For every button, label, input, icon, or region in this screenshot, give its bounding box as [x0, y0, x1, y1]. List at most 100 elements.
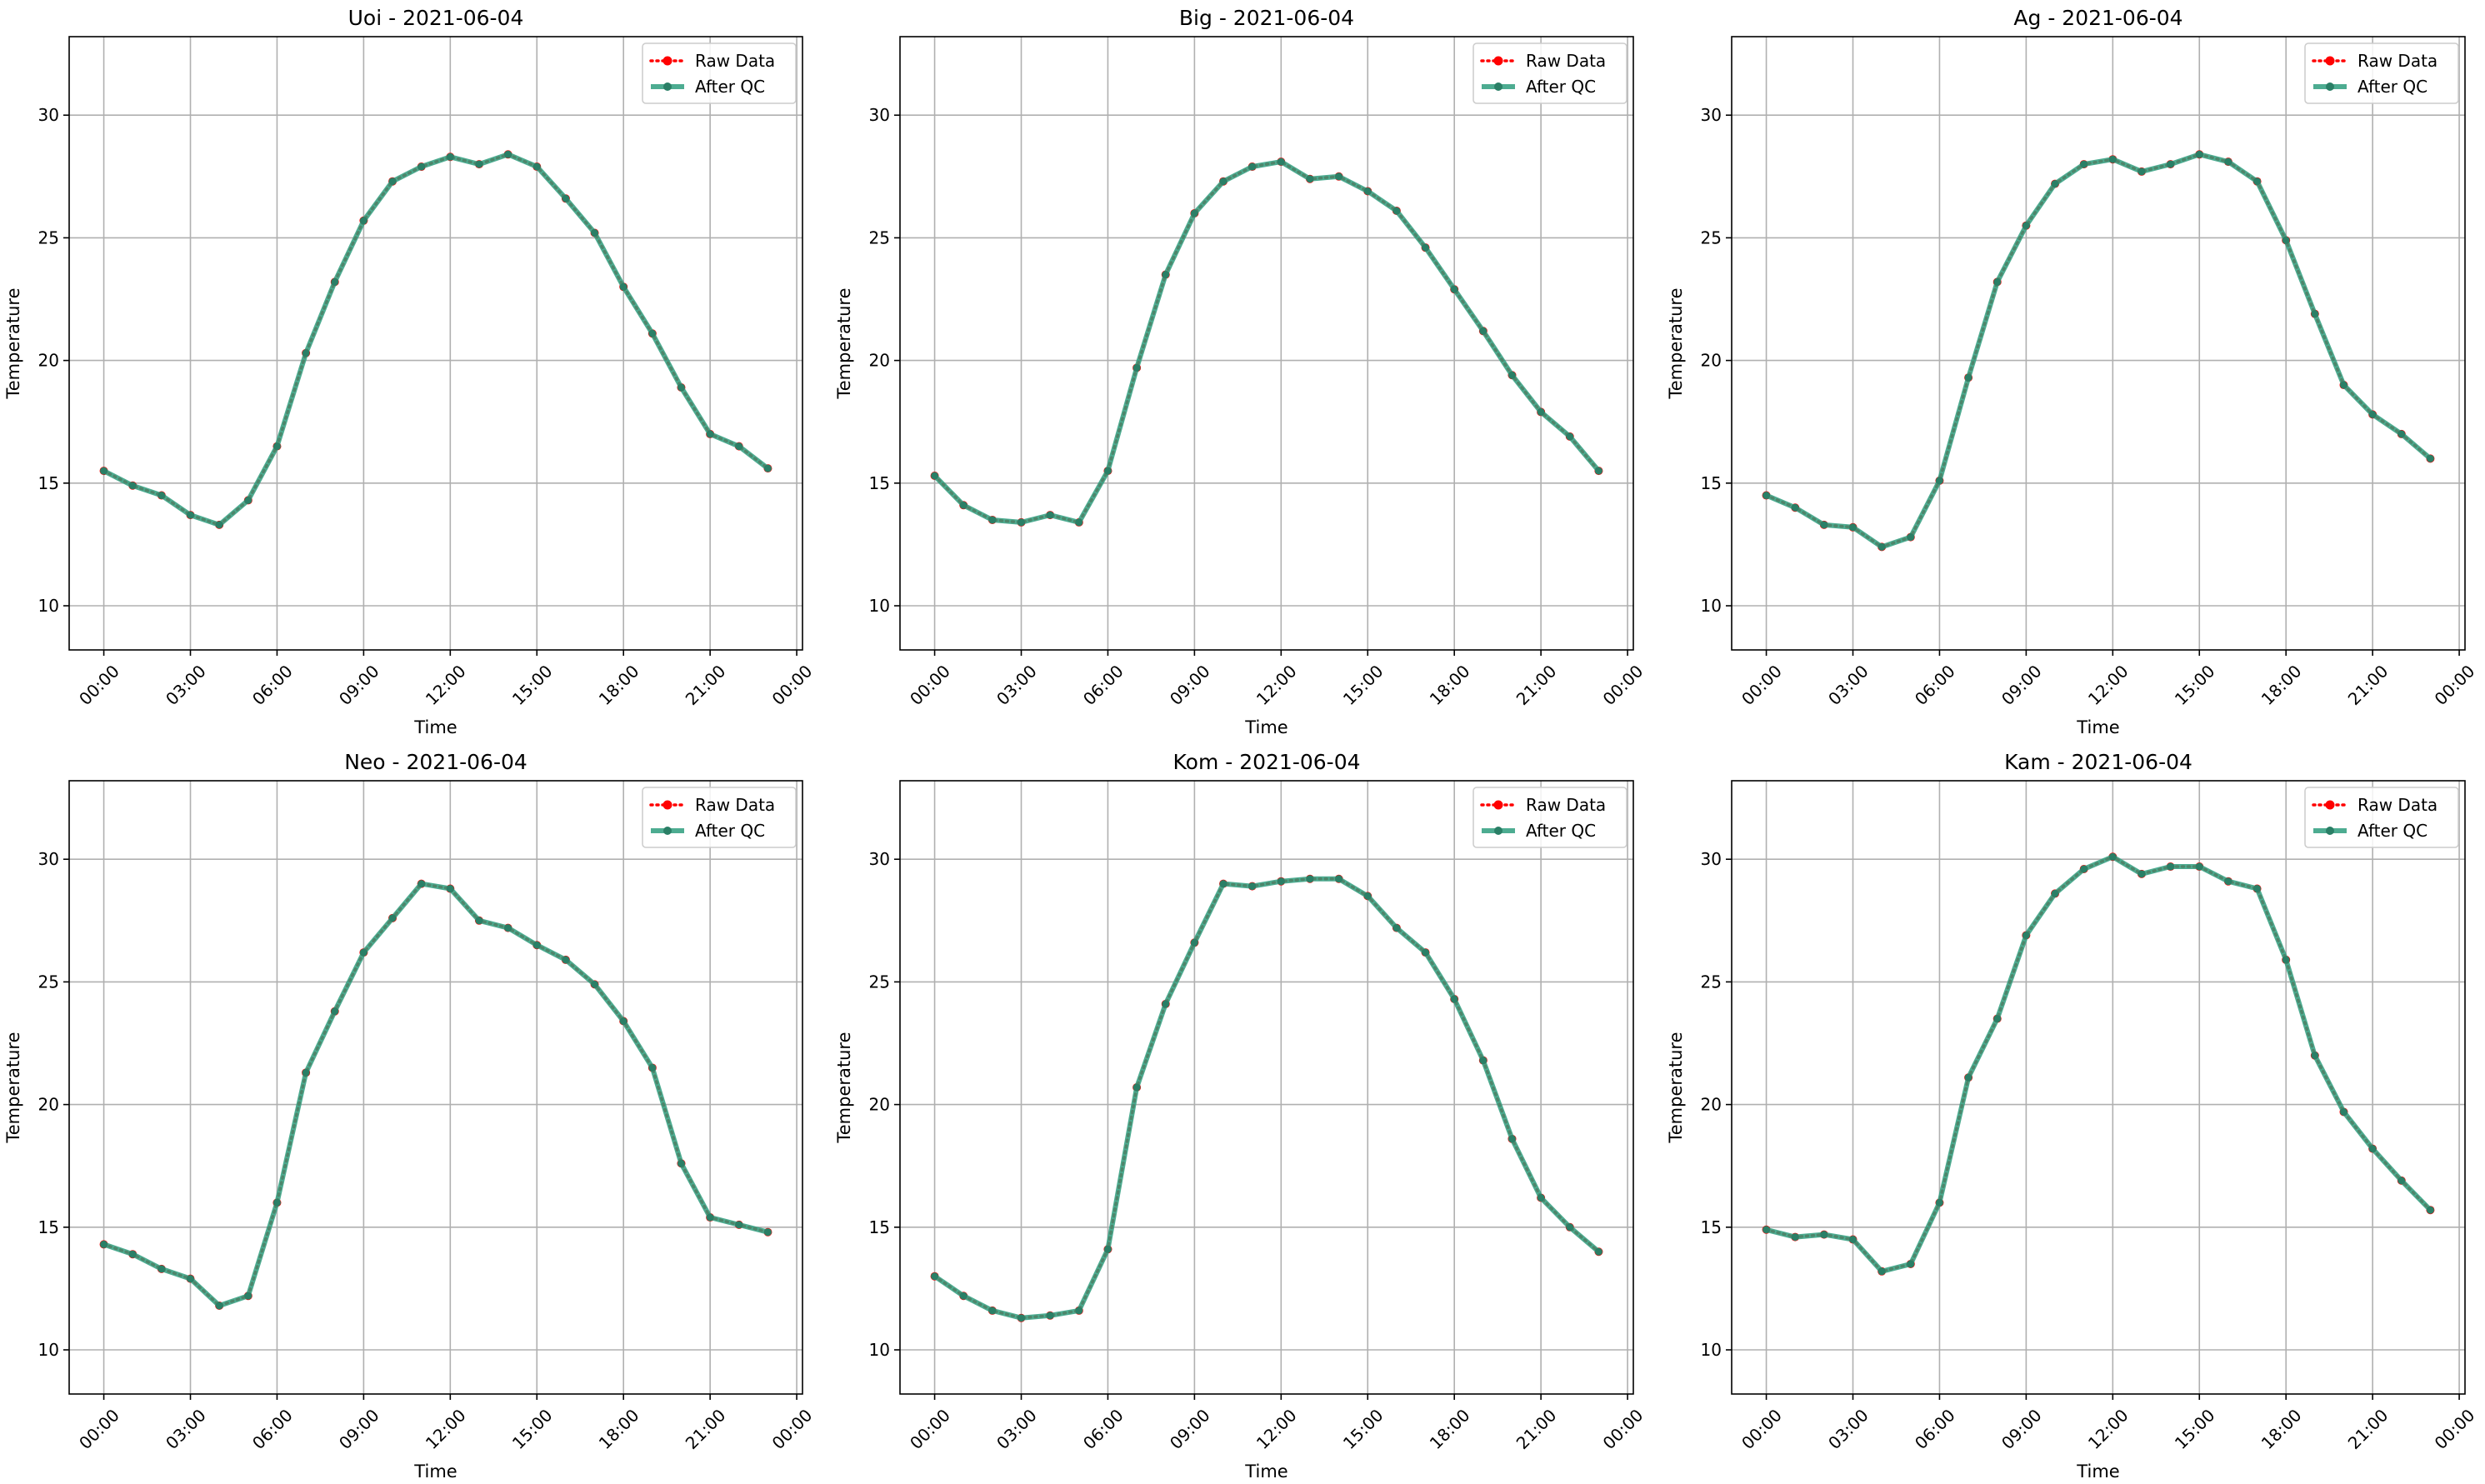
data-point-after-qc [1306, 875, 1314, 883]
data-point-after-qc [562, 194, 570, 202]
data-point-after-qc [1103, 1245, 1112, 1253]
data-point-after-qc [1935, 1198, 1943, 1207]
x-tick-label: 18:00 [1426, 661, 1474, 709]
x-tick-label: 09:00 [335, 1405, 383, 1453]
data-point-after-qc [931, 1272, 939, 1281]
data-point-after-qc [1046, 1312, 1054, 1320]
y-tick-label: 15 [38, 473, 59, 493]
y-tick-label: 30 [38, 105, 59, 125]
x-tick-label: 21:00 [2344, 661, 2392, 709]
data-point-after-qc [100, 467, 108, 475]
axes-frame [899, 780, 1634, 1395]
data-point-after-qc [187, 511, 195, 519]
y-tick-label: 30 [1701, 849, 1722, 869]
legend-label: After QC [1526, 821, 1596, 841]
data-point-after-qc [1363, 892, 1372, 900]
data-point-after-qc [1993, 277, 2002, 286]
x-tick-label: 00:00 [1599, 661, 1648, 709]
legend-marker-raw-data [662, 800, 672, 810]
data-point-after-qc [2167, 160, 2175, 168]
x-tick-label: 09:00 [1998, 661, 2046, 709]
legend-marker-after-qc [2326, 827, 2334, 835]
x-tick-label: 03:00 [992, 661, 1041, 709]
data-point-after-qc [418, 162, 426, 171]
legend-marker-raw-data [2325, 800, 2335, 810]
data-point-after-qc [532, 941, 541, 949]
legend-label: Raw Data [1526, 795, 1606, 815]
series-line-raw-data [1764, 855, 2432, 1273]
x-tick-label: 00:00 [768, 661, 817, 709]
data-point-after-qc [959, 1292, 968, 1300]
data-point-after-qc [187, 1275, 195, 1283]
x-tick-label: 06:00 [248, 661, 297, 709]
data-point-after-qc [1132, 363, 1141, 372]
legend-label: After QC [2358, 77, 2428, 97]
data-point-after-qc [1132, 1083, 1141, 1092]
x-tick-label: 18:00 [2258, 661, 2306, 709]
data-point-after-qc [302, 349, 310, 357]
data-point-after-qc [215, 1302, 223, 1310]
data-point-after-qc [244, 1292, 252, 1300]
y-axis-label: Temperature [834, 1032, 854, 1143]
axes-frame [68, 36, 803, 651]
x-tick-label: 06:00 [1911, 1405, 1959, 1453]
x-axis-label: Time [2076, 717, 2119, 737]
legend: Raw Data After QC [642, 42, 797, 104]
data-point-after-qc [158, 492, 166, 500]
data-point-after-qc [1190, 209, 1198, 217]
data-point-after-qc [2108, 852, 2117, 861]
x-tick-label: 09:00 [1998, 1405, 2046, 1453]
data-point-after-qc [2080, 160, 2088, 168]
x-tick-label: 18:00 [1426, 1405, 1474, 1453]
data-point-after-qc [272, 1198, 281, 1207]
data-point-after-qc [158, 1265, 166, 1273]
legend: Raw Data After QC [2304, 787, 2459, 848]
data-point-after-qc [1046, 511, 1054, 519]
data-point-after-qc [359, 217, 368, 225]
chart-title: Ag - 2021-06-04 [2013, 6, 2182, 30]
data-point-after-qc [1450, 285, 1458, 293]
data-point-after-qc [1594, 1247, 1602, 1256]
chart-title: Kam - 2021-06-04 [2004, 750, 2192, 774]
data-point-after-qc [2282, 236, 2290, 244]
data-point-after-qc [648, 329, 657, 337]
y-tick-label: 15 [869, 1217, 890, 1237]
data-point-after-qc [2282, 956, 2290, 964]
data-point-after-qc [1219, 880, 1228, 888]
data-point-after-qc [446, 152, 454, 161]
x-tick-label: 21:00 [1512, 1405, 1561, 1453]
data-point-after-qc [2195, 862, 2203, 871]
x-tick-label: 00:00 [1738, 661, 1786, 709]
x-tick-label: 06:00 [1079, 1405, 1128, 1453]
data-point-after-qc [735, 1221, 743, 1229]
chart-title: Uoi - 2021-06-04 [348, 6, 524, 30]
data-point-after-qc [1964, 1073, 1972, 1082]
series-line-after-qc [1765, 152, 2432, 550]
data-point-after-qc [2339, 1107, 2348, 1116]
x-tick-label: 09:00 [1166, 1405, 1214, 1453]
data-point-after-qc [100, 1240, 108, 1248]
chart-title: Neo - 2021-06-04 [344, 750, 528, 774]
data-point-after-qc [1820, 1231, 1828, 1239]
x-tick-label: 03:00 [1824, 661, 1872, 709]
y-tick-label: 15 [1701, 473, 1722, 493]
data-point-after-qc [988, 516, 997, 524]
data-point-after-qc [1162, 1000, 1170, 1008]
legend-label: Raw Data [1526, 51, 1606, 71]
x-tick-label: 15:00 [2171, 661, 2219, 709]
data-point-after-qc [1277, 877, 1285, 886]
data-point-after-qc [2167, 862, 2175, 871]
data-point-after-qc [591, 229, 599, 237]
series-line-after-qc [932, 159, 1601, 525]
data-point-after-qc [1248, 882, 1257, 891]
legend-marker-after-qc [663, 82, 672, 91]
data-point-after-qc [735, 442, 743, 451]
data-point-after-qc [1219, 177, 1228, 186]
data-point-after-qc [2311, 310, 2319, 318]
legend-marker-raw-data [662, 56, 672, 66]
legend-label: Raw Data [695, 51, 775, 71]
x-tick-label: 18:00 [595, 1405, 643, 1453]
data-point-after-qc [1306, 175, 1314, 183]
legend-label: After QC [695, 821, 765, 841]
data-point-after-qc [1907, 1260, 1915, 1268]
